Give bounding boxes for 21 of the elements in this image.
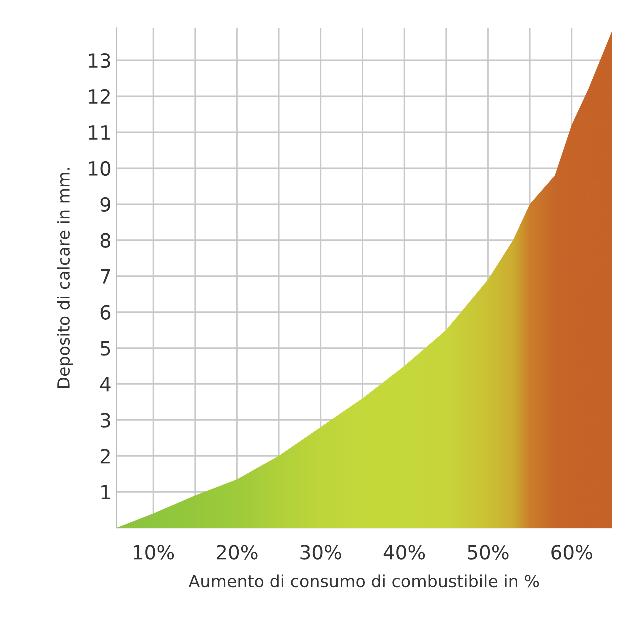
y-tick-label: 4 — [100, 377, 111, 392]
y-tick-label: 9 — [100, 197, 111, 212]
x-tick-label: 20% — [217, 545, 258, 560]
y-tick-label: 10 — [89, 161, 111, 176]
y-tick-label: 1 — [102, 485, 110, 500]
y-tick-label: 5 — [101, 341, 110, 356]
y-tick-label: 7 — [101, 270, 110, 284]
y-tick-label: 3 — [100, 413, 110, 428]
y-tick-label: 8 — [100, 233, 111, 248]
y-tick-label: 11 — [89, 126, 110, 140]
x-axis-title: Aumento di consumo di combustibile in % — [188, 574, 540, 588]
x-tick-label: 30% — [300, 545, 342, 560]
y-tick-label: 2 — [100, 449, 110, 464]
y-tick-label: 6 — [100, 305, 111, 320]
y-axis-title: Deposito di calcare in mm. — [57, 168, 74, 388]
y-tick-label: 12 — [89, 89, 110, 104]
x-tick-label: 60% — [552, 545, 592, 560]
x-tick-label: 40% — [384, 545, 426, 560]
y-tick-label: 13 — [89, 53, 110, 68]
x-tick-label: 10% — [134, 545, 174, 560]
x-tick-label: 50% — [468, 545, 509, 560]
